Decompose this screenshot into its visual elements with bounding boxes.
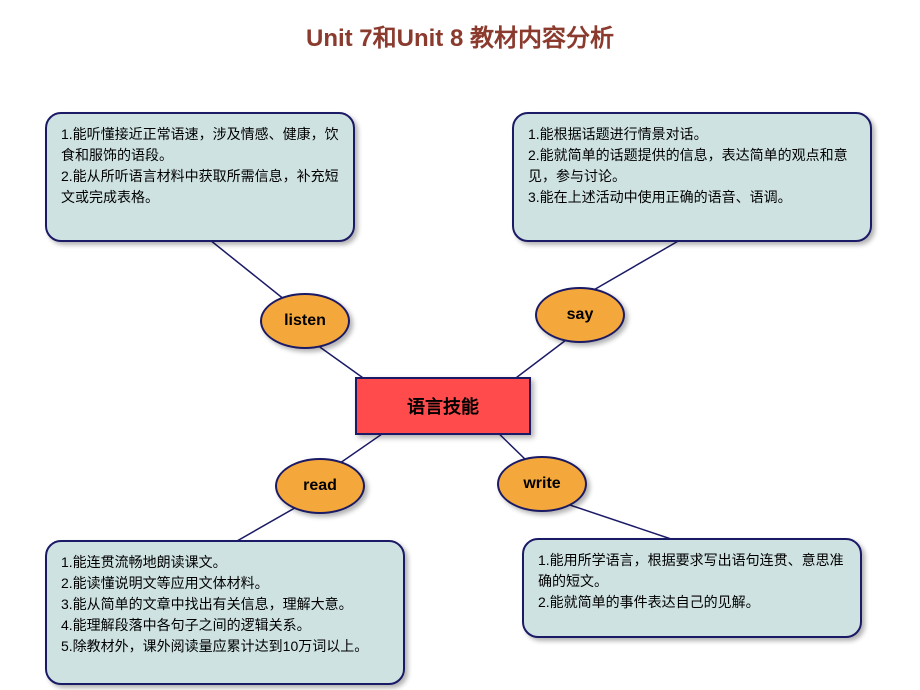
skill-label-say: say <box>567 306 594 324</box>
skill-node-read: read <box>275 458 365 514</box>
desc-box-write: 1.能用所学语言，根据要求写出语句连贯、意思准确的短文。2.能就简单的事件表达自… <box>522 538 862 638</box>
skill-label-listen: listen <box>284 312 326 330</box>
desc-box-say: 1.能根据话题进行情景对话。2.能就简单的话题提供的信息，表达简单的观点和意见，… <box>512 112 872 242</box>
skill-label-read: read <box>303 477 337 495</box>
skill-label-write: write <box>523 475 560 493</box>
skill-node-say: say <box>535 287 625 343</box>
desc-box-listen: 1.能听懂接近正常语速，涉及情感、健康，饮食和服饰的语段。2.能从所听语言材料中… <box>45 112 355 242</box>
center-label: 语言技能 <box>407 393 479 419</box>
center-node: 语言技能 <box>355 377 531 435</box>
skill-node-listen: listen <box>260 293 350 349</box>
desc-box-read: 1.能连贯流畅地朗读课文。2.能读懂说明文等应用文体材料。3.能从简单的文章中找… <box>45 540 405 685</box>
page-title: Unit 7和Unit 8 教材内容分析 <box>0 18 920 53</box>
skill-node-write: write <box>497 456 587 512</box>
